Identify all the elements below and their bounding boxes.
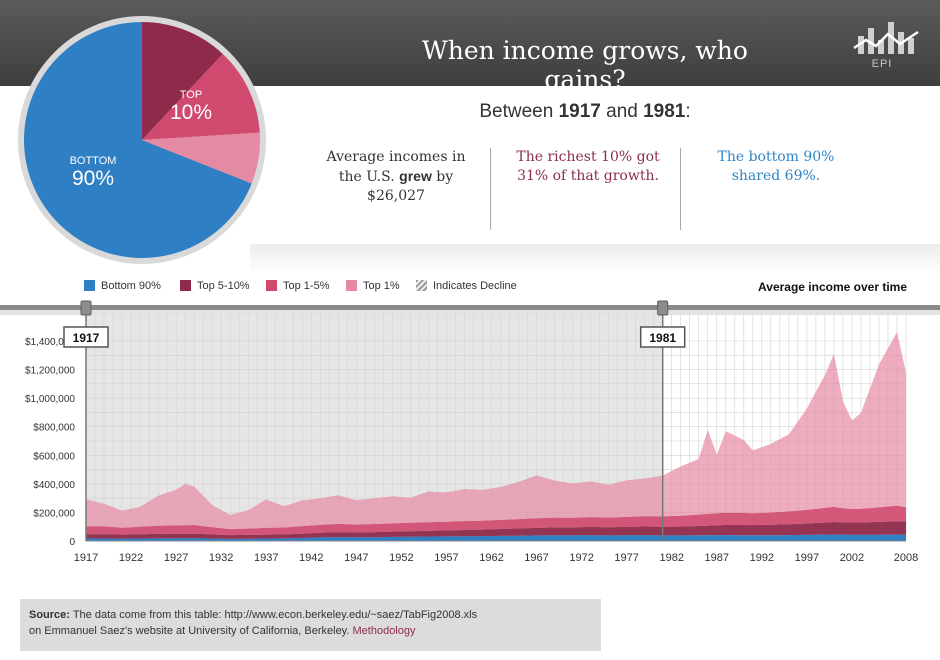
pie-chart: TOP 10% BOTTOM 90% — [16, 14, 268, 266]
x-tick-label: 1937 — [254, 552, 278, 564]
range-handle-box[interactable] — [63, 326, 109, 348]
income-area-chart[interactable]: 1917 1922 1927 1932 1937 1942 1947 1952 1957 1962… — [0, 296, 940, 572]
start-year: 1917 — [558, 101, 601, 122]
range-handle-box[interactable] — [639, 326, 686, 348]
colon-text: : — [685, 101, 691, 122]
range-handle-start[interactable]: 1917 — [63, 300, 109, 541]
range-grip-icon[interactable] — [80, 300, 92, 316]
x-tick-label: 1992 — [750, 552, 774, 564]
legend-swatch — [266, 280, 277, 291]
legend-label: Top 5-10% — [197, 280, 250, 292]
methodology-link[interactable]: Methodology — [352, 625, 416, 637]
area-bottom-90[interactable] — [86, 534, 906, 541]
legend-item-bottom-90: Bottom 90% — [84, 280, 161, 292]
period-heading: Between 1917 and 1981: — [430, 101, 740, 123]
x-tick-label: 1997 — [795, 552, 819, 564]
between-prefix: Between — [479, 101, 554, 122]
pie-label-top: TOP 10% — [161, 89, 221, 125]
stat1-part-b: by $26,027 — [367, 169, 454, 204]
source-label: Source: — [29, 609, 70, 621]
pie-label-bottom: BOTTOM 90% — [62, 155, 124, 191]
pie-label-top-big: 10% — [169, 101, 213, 124]
x-tick-label: 1932 — [209, 552, 233, 564]
x-tick-label: 1977 — [614, 552, 638, 564]
y-tick-label: $600,000 — [33, 451, 75, 462]
divider — [680, 148, 681, 230]
stat1-bold: grew — [399, 168, 432, 184]
stat-top-share: The richest 10% got 31% of that growth. — [516, 149, 660, 184]
x-tick-label: 2008 — [894, 552, 918, 564]
pie-label-top-small: TOP — [179, 89, 203, 101]
x-tick-label: 1957 — [434, 552, 458, 564]
x-tick-label: 1927 — [164, 552, 188, 564]
legend-item-top-1-5: Top 1-5% — [266, 280, 329, 292]
x-tick-label: 1952 — [389, 552, 413, 564]
pie-label-bottom-big: 90% — [71, 167, 115, 190]
legend-item-top-5-10: Top 5-10% — [180, 280, 250, 292]
legend-swatch — [84, 280, 95, 291]
source-text-2: on Emmanuel Saez's website at University… — [29, 625, 350, 637]
source-note: Source: The data come from this table: h… — [20, 599, 601, 651]
legend-swatch — [180, 280, 191, 291]
x-tick-label: 1967 — [524, 552, 548, 564]
logo-text: EPI — [871, 58, 893, 70]
chart-title: Average income over time — [758, 280, 907, 294]
shadow-band — [250, 244, 940, 274]
range-grip-icon[interactable] — [657, 300, 669, 316]
legend-label: Indicates Decline — [433, 280, 517, 292]
page-title: When income grows, who gains? — [422, 36, 748, 94]
x-tick-label: 1982 — [659, 552, 683, 564]
timeline-bar-shadow — [0, 310, 940, 315]
pie-slice-top-1 — [142, 132, 260, 184]
legend-item-top-1: Top 1% — [346, 280, 400, 292]
hatch-icon — [416, 280, 427, 291]
y-tick-label: $1,400,000 — [25, 337, 75, 348]
y-tick-label: $1,000,000 — [25, 394, 75, 405]
stat-bottom-share: The bottom 90% shared 69%. — [717, 149, 835, 184]
epi-logo-icon — [853, 22, 919, 54]
x-tick-label: 2002 — [840, 552, 864, 564]
y-tick-label: $400,000 — [33, 480, 75, 491]
y-tick-label: $800,000 — [33, 423, 75, 434]
source-text-1: The data come from this table: http://ww… — [72, 609, 478, 621]
and-text: and — [606, 101, 638, 122]
area-top-5-10[interactable] — [86, 521, 906, 539]
range-handle-label: 1917 — [73, 331, 100, 345]
x-tick-label: 1922 — [119, 552, 143, 564]
x-tick-label: 1917 — [74, 552, 98, 564]
divider — [490, 148, 491, 230]
pie-slice-top-1-5 — [142, 53, 260, 140]
x-tick-label: 1962 — [479, 552, 503, 564]
range-handle-end[interactable]: 1981 — [639, 300, 686, 541]
area-top-1[interactable] — [86, 332, 906, 530]
x-tick-label: 1942 — [299, 552, 323, 564]
pie-svg — [18, 16, 266, 264]
area-top-1-5[interactable] — [86, 505, 906, 536]
timeline-bar — [0, 305, 940, 310]
legend-label: Bottom 90% — [101, 280, 161, 292]
legend-item-decline: Indicates Decline — [416, 280, 517, 292]
x-tick-label: 1972 — [569, 552, 593, 564]
pie-slice-top-5-10 — [142, 22, 223, 140]
x-tick-label: 1987 — [705, 552, 729, 564]
legend-swatch — [346, 280, 357, 291]
x-tick-label: 1947 — [344, 552, 368, 564]
legend-label: Top 1-5% — [283, 280, 330, 292]
pie-label-bottom-small: BOTTOM — [69, 155, 117, 167]
y-tick-label: 0 — [69, 537, 75, 548]
stat-average-growth: Average incomes in the U.S. grew by $26,… — [316, 148, 476, 206]
stat1-part-a: Average incomes in the U.S. — [326, 149, 466, 185]
legend-label: Top 1% — [363, 280, 400, 292]
y-tick-label: $200,000 — [33, 508, 75, 519]
pie-slice-bottom-90 — [24, 22, 252, 258]
end-year: 1981 — [643, 101, 686, 122]
y-tick-label: $1,200,000 — [25, 366, 75, 377]
range-handle-label: 1981 — [649, 331, 676, 345]
